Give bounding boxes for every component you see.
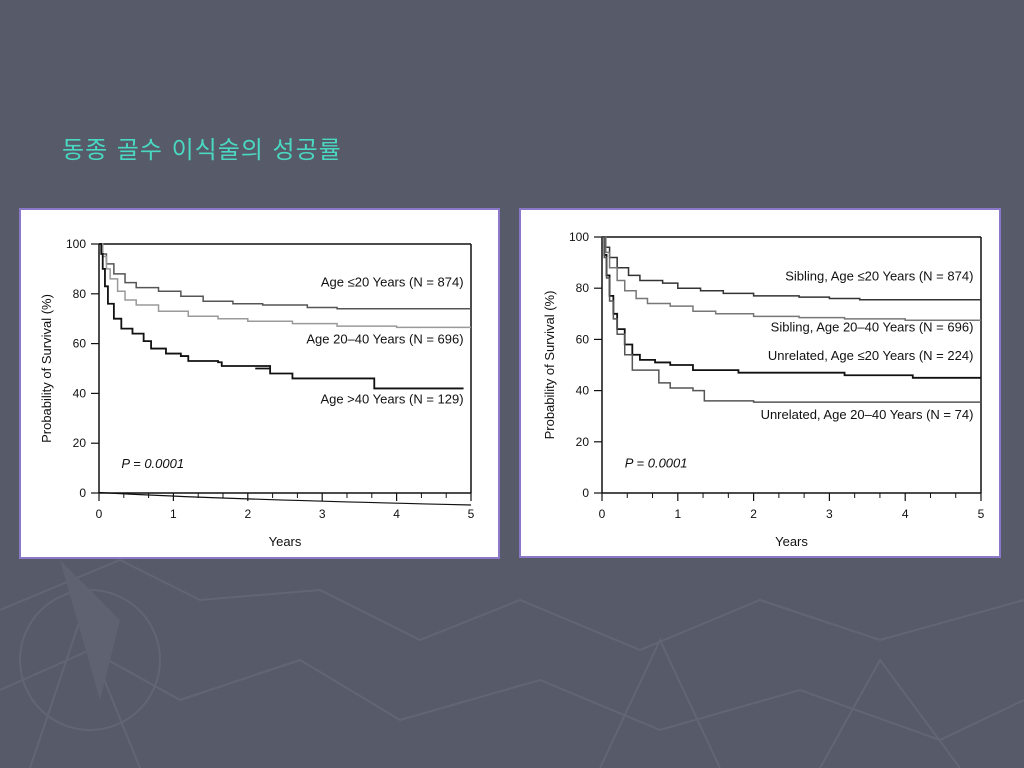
series-line-sibling-age-20-years-n-874 [602,236,981,301]
legend-label: Age ≤20 Years (N = 874) [321,274,464,289]
y-tick-label: 100 [66,237,86,251]
y-tick-label: 40 [576,384,590,398]
series-line-age-20-years-n-874 [99,243,471,310]
x-tick-label: 5 [468,507,475,521]
legend-label: Unrelated, Age ≤20 Years (N = 224) [768,348,974,363]
y-tick-label: 40 [73,386,87,400]
y-axis-label: Probability of Survival (%) [542,291,557,440]
baseline-curve [98,491,472,506]
x-tick-label: 4 [393,507,400,521]
series-line-age-40-years-n-129 [99,243,464,390]
legend-label: Age 20–40 Years (N = 696) [306,332,463,347]
chart-panel-right: 0 20 40 60 80 100 0 1 2 3 4 5 Years Probability of Su… [519,208,1001,558]
y-tick-label: 60 [73,337,87,351]
p-value-annotation: P = 0.0001 [625,455,688,470]
series-line-age-20-40-years-n-696 [99,243,471,329]
y-tick-label: 20 [73,436,87,450]
legend-label: Unrelated, Age 20–40 Years (N = 74) [761,407,974,422]
series-line-sibling-age-20-40-years-n-696 [602,236,981,321]
chart-panel-left: 0 20 40 60 80 100 0 1 2 3 4 5 Years Probability of Su… [19,208,500,559]
y-tick-label: 20 [576,435,590,449]
series-line-unrelated-age-20-years-n-224 [602,236,981,379]
x-tick-label: 0 [599,507,606,521]
legend-label: Sibling, Age 20–40 Years (N = 696) [771,320,974,335]
legend-label: Age >40 Years (N = 129) [320,391,463,406]
series-line-unrelated-age-20-40-years-n-74 [602,236,981,403]
x-tick-label: 5 [978,507,985,521]
y-tick-label: 60 [576,332,590,346]
y-tick-label: 80 [73,287,87,301]
x-tick-label: 2 [750,507,757,521]
y-tick-label: 0 [582,486,589,500]
legend-label: Sibling, Age ≤20 Years (N = 874) [785,269,973,284]
survival-chart-by-age: 0 20 40 60 80 100 0 1 2 3 4 5 Years Probability of Su… [39,237,475,549]
x-tick-label: 0 [96,507,103,521]
slide-title: 동종 골수 이식술의 성공률 [62,136,342,164]
x-tick-label: 3 [319,507,326,521]
y-axis-label: Probability of Survival (%) [39,294,54,443]
x-tick-label: 4 [902,507,909,521]
x-tick-label: 1 [674,507,681,521]
x-tick-label: 1 [170,507,177,521]
x-tick-label: 3 [826,507,833,521]
y-tick-label: 80 [576,281,590,295]
x-axis-label: Years [775,534,808,549]
p-value-annotation: P = 0.0001 [121,456,184,471]
survival-chart-by-donor-and-age: 0 20 40 60 80 100 0 1 2 3 4 5 Years Probability of Su… [542,230,985,549]
y-tick-label: 100 [569,230,589,244]
x-tick-label: 2 [244,507,251,521]
y-tick-label: 0 [79,486,86,500]
x-axis-label: Years [269,534,302,549]
